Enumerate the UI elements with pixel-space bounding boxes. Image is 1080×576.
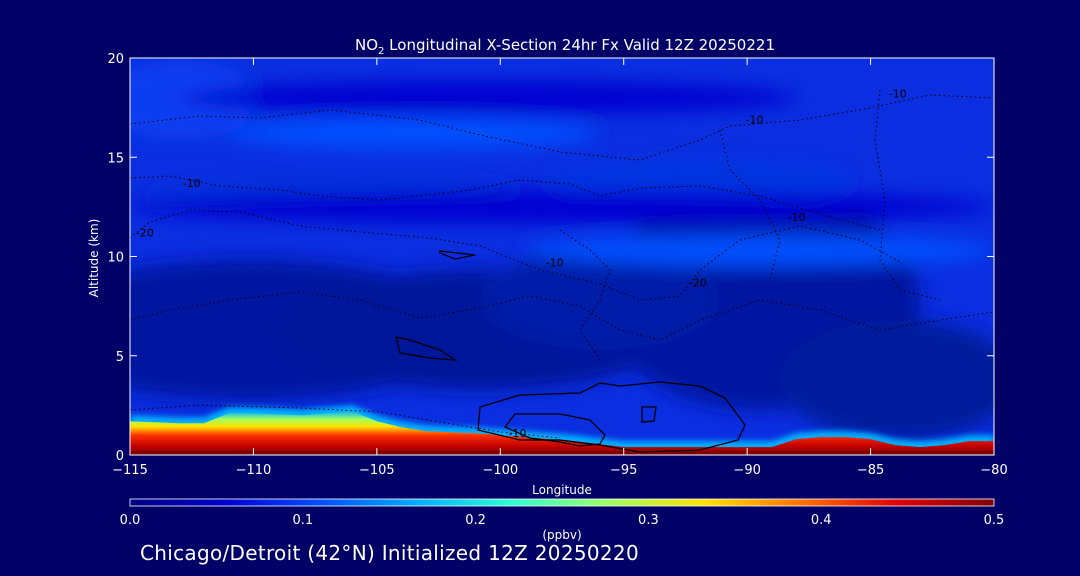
contour-dotted	[130, 291, 994, 341]
colorbar-ramp	[129, 498, 995, 507]
contour-value-label: -20	[136, 227, 154, 240]
colorbar-tick-label: 0.0	[120, 513, 141, 528]
x-tick-label: −100	[482, 463, 518, 478]
contour-value-label: -10	[889, 88, 907, 101]
y-tick-label: 20	[107, 52, 124, 67]
contour-solid	[641, 406, 657, 423]
y-tick-label: 15	[107, 151, 124, 166]
contour-value-label: -10	[509, 427, 527, 440]
colorbar-tick-label: 0.4	[811, 513, 832, 528]
x-tick-label: −115	[112, 463, 148, 478]
surface-no2-layer	[130, 411, 994, 455]
x-axis: −115 −110 −105 −100 −95 −90 −85 −80	[112, 58, 1008, 478]
surface-core	[130, 451, 994, 455]
field-region	[780, 320, 994, 440]
x-tick-label: −80	[980, 463, 1007, 478]
chart-title: NO2 Longitudinal X-Section 24hr Fx Valid…	[355, 36, 775, 57]
concentration-band	[179, 81, 797, 114]
colorbar-tick-label: 0.1	[292, 513, 313, 528]
colorbar-tick-label: 0.3	[638, 513, 659, 528]
contour-value-label: -10	[746, 114, 764, 127]
colorbar: 0.0 0.1 0.2 0.3 0.4 0.5 (ppbv)	[120, 498, 1005, 542]
colorbar-tick-label: 0.5	[984, 513, 1005, 528]
run-info-footer: Chicago/Detroit (42°N) Initialized 12Z 2…	[140, 541, 639, 565]
x-axis-label: Longitude	[532, 483, 592, 497]
x-tick-label: −110	[236, 463, 272, 478]
contour-value-label: -10	[546, 256, 564, 269]
y-axis: 0 5 10 15 20	[107, 52, 994, 464]
field-region	[550, 160, 850, 200]
contour-value-label: -20	[689, 276, 707, 289]
colorbar-ticks: 0.0 0.1 0.2 0.3 0.4 0.5	[120, 513, 1005, 528]
surface-layer	[130, 405, 994, 455]
contour-solid	[477, 381, 746, 453]
contour-value-label: -10	[183, 177, 201, 190]
contour-dotted	[874, 89, 941, 301]
x-tick-label: −85	[857, 463, 884, 478]
concentration-band	[130, 190, 994, 223]
concentration-band	[524, 234, 994, 267]
y-axis-label: Altitude (km)	[87, 219, 101, 298]
y-tick-label: 10	[107, 251, 124, 266]
contour-value-label: -10	[788, 211, 806, 224]
colorbar-tick-label: 0.2	[465, 513, 486, 528]
concentration-field	[130, 60, 994, 440]
contour-dotted	[719, 129, 781, 281]
contour-dotted	[130, 175, 881, 231]
contour-solid	[395, 336, 458, 361]
y-tick-label: 5	[116, 350, 124, 365]
contour-solid	[503, 413, 606, 447]
contour-lines	[130, 89, 994, 453]
x-tick-label: −90	[733, 463, 760, 478]
y-tick-label: 0	[116, 449, 124, 464]
colorbar-unit-label: (ppbv)	[542, 528, 581, 542]
x-tick-label: −105	[359, 463, 395, 478]
concentration-band	[228, 117, 600, 150]
contour-solid	[439, 250, 476, 260]
contour-labels: -10 -10 -10 -20 -10 -10 -20 -10	[136, 88, 907, 440]
plot-area: -10 -10 -10 -20 -10 -10 -20 -10	[130, 58, 994, 455]
x-tick-label: −95	[610, 463, 637, 478]
